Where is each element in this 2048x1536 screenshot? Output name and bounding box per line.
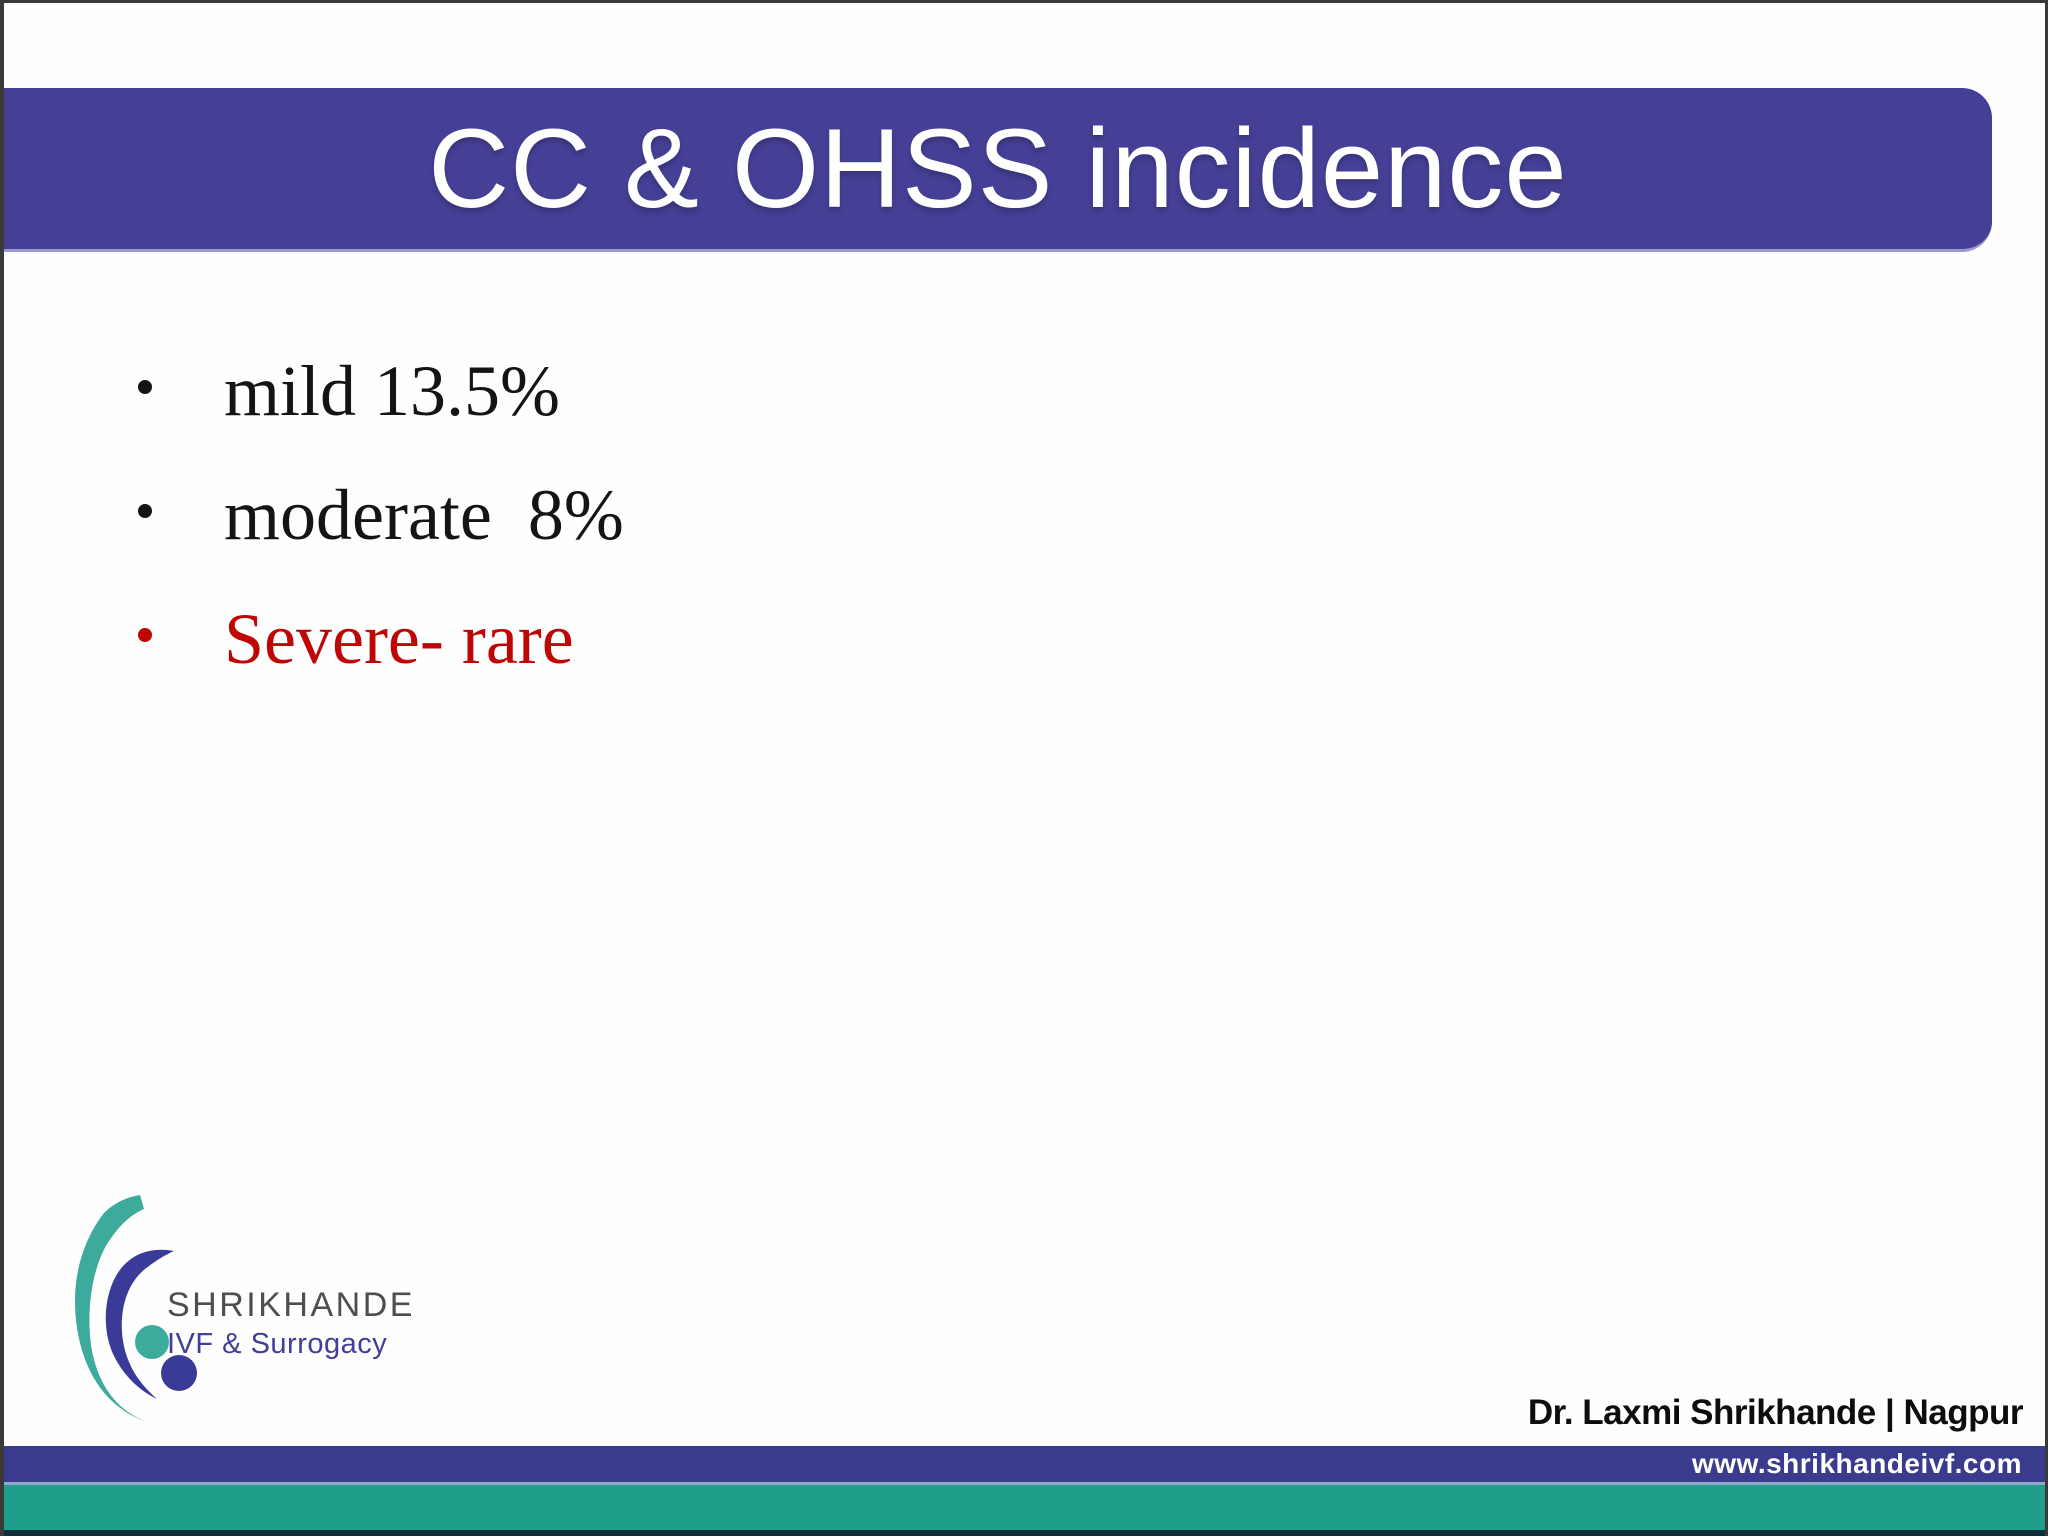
bullet-dot-icon: [138, 628, 152, 642]
website-url: www.shrikhandeivf.com: [1692, 1448, 2022, 1479]
bullet-list: mild 13.5% moderate 8% Severe- rare: [132, 329, 624, 701]
bullet-item-severe: Severe- rare: [132, 577, 624, 701]
footer-teal-bar: [4, 1485, 2045, 1530]
bullet-item-moderate: moderate 8%: [132, 453, 624, 577]
footer-blue-bar: www.shrikhandeivf.com: [4, 1446, 2045, 1482]
bullet-text: Severe- rare: [224, 598, 574, 679]
bullet-dot-icon: [138, 380, 152, 394]
slide-title-bar: CC & OHSS incidence: [4, 88, 1992, 252]
bullet-dot-icon: [138, 504, 152, 518]
footer-divider: [4, 1482, 2045, 1485]
logo-teal-crescent: [75, 1195, 144, 1421]
author-credit: Dr. Laxmi Shrikhande | Nagpur: [1527, 1393, 2024, 1432]
bullet-text: mild 13.5%: [224, 350, 560, 431]
bullet-text: moderate 8%: [224, 474, 624, 555]
logo-blue-circle: [161, 1355, 197, 1391]
logo-subtitle: IVF & Surrogacy: [167, 1328, 388, 1360]
bullet-item-mild: mild 13.5%: [132, 329, 624, 453]
logo-teal-circle: [135, 1325, 169, 1359]
logo-blue-crescent: [105, 1249, 174, 1399]
shrikhande-logo-icon: [75, 1195, 197, 1421]
logo-name: SHRIKHANDE: [167, 1286, 415, 1324]
slide-title: CC & OHSS incidence: [428, 106, 1568, 231]
logo-wordmark: SHRIKHANDE IVF & Surrogacy: [167, 1286, 415, 1361]
footer-dark-strip: [4, 1530, 2045, 1536]
